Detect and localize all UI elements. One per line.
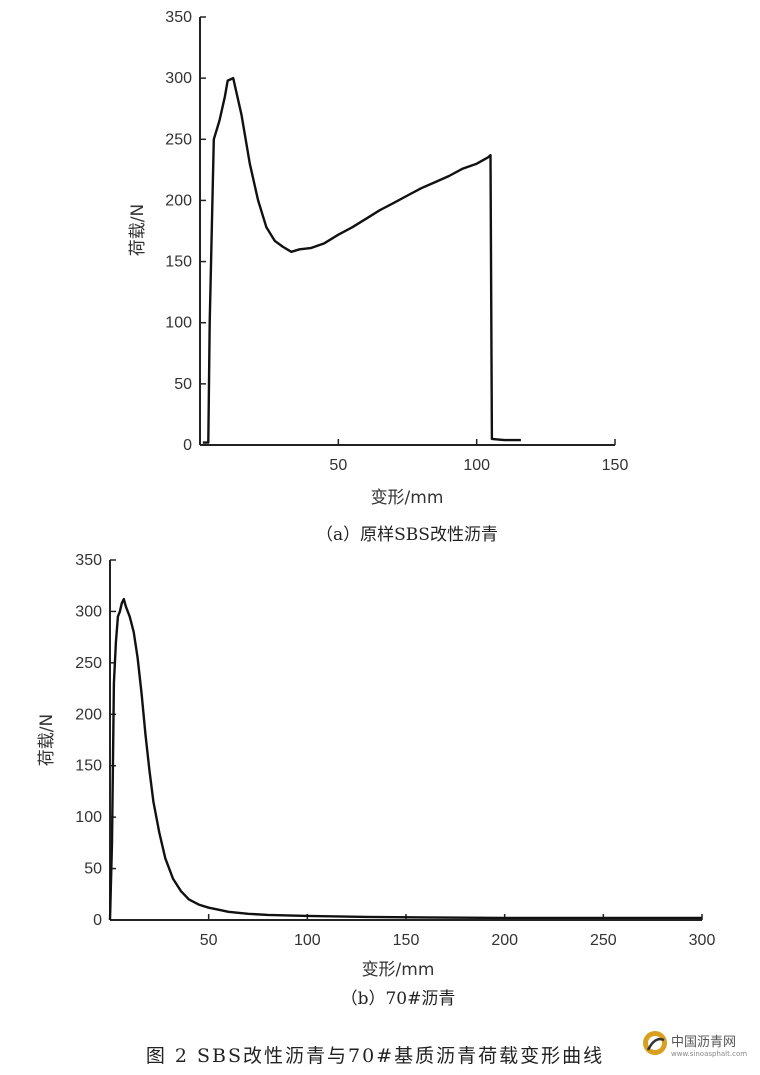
chart-b-series-line bbox=[108, 597, 702, 921]
x-tick-label: 100 bbox=[463, 457, 490, 474]
x-tick-label: 100 bbox=[294, 932, 321, 949]
x-tick-label: 200 bbox=[491, 932, 518, 949]
y-tick-label: 300 bbox=[165, 70, 192, 87]
y-tick-label: 200 bbox=[165, 192, 192, 209]
chart-a-caption: （a）原样SBS改性沥青 bbox=[316, 525, 498, 545]
chart-b-caption: （b）70#沥青 bbox=[341, 989, 456, 1009]
x-tick-label: 300 bbox=[689, 932, 716, 949]
chart-a-series-line bbox=[202, 76, 521, 444]
chart-a-x-ticks: 50 100 150 bbox=[329, 439, 628, 474]
y-tick-label: 250 bbox=[75, 655, 102, 672]
y-tick-label: 0 bbox=[183, 437, 192, 454]
chart-a-x-axis-title: 变形/mm bbox=[371, 488, 444, 508]
figure-caption: 图 2 SBS改性沥青与70#基质沥青荷载变形曲线 bbox=[146, 1045, 604, 1067]
y-tick-label: 100 bbox=[75, 809, 102, 826]
chart-b-y-axis-title: 荷载/N bbox=[37, 714, 57, 766]
y-tick-label: 0 bbox=[93, 912, 102, 929]
y-tick-label: 300 bbox=[75, 603, 102, 620]
x-tick-label: 250 bbox=[590, 932, 617, 949]
y-tick-label: 150 bbox=[75, 758, 102, 775]
x-tick-label: 50 bbox=[329, 457, 347, 474]
y-tick-label: 200 bbox=[75, 706, 102, 723]
watermark-text-cn: 中国沥青网 bbox=[671, 1035, 736, 1050]
x-tick-label: 50 bbox=[200, 932, 218, 949]
y-tick-label: 100 bbox=[165, 315, 192, 332]
y-tick-label: 350 bbox=[165, 9, 192, 26]
y-tick-label: 50 bbox=[84, 861, 102, 878]
watermark-text-en: www.sinoasphalt.com bbox=[671, 1050, 747, 1058]
y-tick-label: 350 bbox=[75, 552, 102, 569]
y-tick-label: 50 bbox=[174, 376, 192, 393]
chart-b-y-ticks: 0 50 100 150 200 250 300 350 bbox=[75, 552, 116, 929]
x-tick-label: 150 bbox=[602, 457, 629, 474]
chart-b-x-axis-title: 变形/mm bbox=[362, 960, 435, 980]
x-tick-label: 150 bbox=[393, 932, 420, 949]
y-tick-label: 150 bbox=[165, 254, 192, 271]
chart-a: 0 50 100 150 200 250 300 350 50 100 150 荷载/N 变形/m… bbox=[128, 9, 628, 545]
chart-a-y-ticks: 0 50 100 150 200 250 300 350 bbox=[165, 9, 206, 454]
y-tick-label: 250 bbox=[165, 131, 192, 148]
asphalt-logo-icon bbox=[643, 1031, 667, 1055]
watermark: 中国沥青网 www.sinoasphalt.com bbox=[643, 1031, 747, 1058]
chart-a-y-axis-title: 荷载/N bbox=[128, 204, 148, 256]
